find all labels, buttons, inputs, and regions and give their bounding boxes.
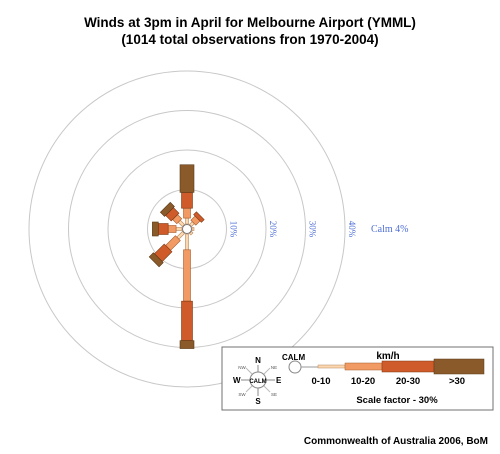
compass-rose: N S E W CALM NW NE SW SE (233, 356, 282, 406)
chart-subtitle: (1014 total observations fron 1970-2004) (121, 32, 379, 47)
segment-w-bin0 (175, 227, 183, 231)
legend-box: N S E W CALM NW NE SW SE CALM km/h 0-10 … (221, 346, 494, 411)
compass-s: S (255, 397, 261, 406)
arm-s (179, 233, 195, 349)
legend-bin-20-30: 20-30 (396, 376, 420, 387)
legend-swatch-10-20 (344, 362, 383, 371)
legend-unit-label: km/h (376, 351, 399, 362)
segment-e-bin0 (191, 227, 195, 231)
compass-e: E (276, 376, 282, 385)
legend-calm-circle (288, 360, 302, 374)
direction-arms (148, 164, 205, 349)
legend-frame (221, 346, 494, 411)
segment-nw-bin3 (159, 201, 175, 217)
segment-s-bin3 (179, 340, 195, 349)
segment-w-bin1 (167, 225, 177, 233)
segment-n-bin1 (183, 207, 191, 219)
arm-ne (189, 211, 205, 227)
compass-nw: NW (238, 365, 246, 370)
calm-circle (182, 224, 192, 234)
compass-center: CALM (249, 379, 266, 385)
ring-label-10: 10% (229, 221, 239, 238)
segment-se-bin0 (189, 231, 194, 236)
compass-sw: SW (238, 392, 246, 397)
legend-swatch-0-10 (317, 364, 346, 369)
calm-percent-label: Calm 4% (371, 224, 409, 235)
ring-label-40: 40% (347, 221, 357, 238)
arm-e (191, 227, 195, 231)
segment-n-bin2 (181, 192, 193, 209)
legend-swatch-over-30 (433, 358, 485, 375)
ring-label-30: 30% (308, 221, 318, 238)
arm-sw (148, 231, 185, 268)
copyright-credit: Commonwealth of Australia 2006, BoM (303, 436, 488, 447)
arm-nw (159, 201, 185, 227)
segment-sw-bin3 (148, 252, 164, 268)
segment-w-bin2 (158, 223, 169, 235)
legend-calm-label: CALM (282, 353, 305, 362)
compass-se: SE (271, 392, 277, 397)
legend-scale-factor: Scale factor - 30% (356, 395, 438, 406)
ring-label-20: 20% (268, 221, 278, 238)
segment-n-bin0 (185, 217, 189, 225)
ring-labels: 10% 20% 30% 40% (229, 221, 358, 238)
arm-se (189, 231, 194, 236)
compass-w: W (233, 376, 241, 385)
legend-bin-0-10: 0-10 (311, 376, 330, 387)
segment-ne-bin2 (193, 211, 205, 223)
segment-n-bin3 (179, 164, 195, 193)
arm-w (152, 221, 183, 237)
segment-s-bin1 (183, 249, 191, 302)
legend-swatch-20-30 (381, 360, 435, 373)
segment-s-bin2 (181, 300, 193, 341)
segment-s-bin0 (185, 233, 189, 251)
arm-n (179, 164, 195, 225)
compass-ne: NE (271, 365, 277, 370)
chart-title: Winds at 3pm in April for Melbourne Airp… (84, 15, 416, 30)
segment-w-bin3 (152, 221, 159, 237)
compass-n: N (255, 356, 261, 365)
legend-bin-over-30: >30 (449, 376, 465, 387)
ring-40 (28, 70, 346, 388)
legend-bin-10-20: 10-20 (351, 376, 375, 387)
